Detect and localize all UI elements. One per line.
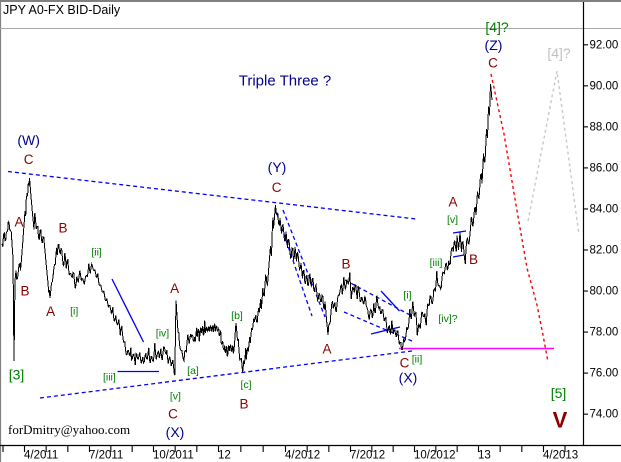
wave-label-a: A <box>322 342 331 357</box>
watermark-email: forDmitry@yahoo.com <box>8 422 131 437</box>
wave-label-i: [i] <box>70 306 78 318</box>
wave-label-a: A <box>448 195 457 210</box>
y-axis-label: 88.00 <box>590 121 619 133</box>
x-axis-label: 4/2013 <box>543 450 578 462</box>
flag-top-line <box>452 230 467 234</box>
wave-label-b: B <box>20 284 29 299</box>
y-channel-left-line <box>276 213 313 317</box>
wedge-line-1-line <box>111 278 145 343</box>
wave-label-y: (Y) <box>268 159 287 175</box>
wave-label-b: [b] <box>231 310 243 322</box>
wave-label-b: B <box>58 221 67 236</box>
x-axis-label: 10/2011 <box>153 450 194 462</box>
wave-label-v: V <box>553 408 568 433</box>
wave-label-c: C <box>488 56 498 71</box>
y-axis-label: 86.00 <box>590 162 619 174</box>
x-axis-label: 7/2011 <box>89 450 123 462</box>
wave-label-a: [a] <box>187 365 199 377</box>
wave-label-i: [i] <box>403 290 411 302</box>
wave-label-ii: [ii] <box>412 354 423 366</box>
wave-label-x: (X) <box>166 424 185 440</box>
wave-label-z: (Z) <box>485 37 503 53</box>
y-axis-label: 92.00 <box>590 39 619 51</box>
wave-label-a: A <box>170 281 179 296</box>
wave-label-c: C <box>272 180 282 195</box>
y-axis-label: 74.00 <box>590 409 619 421</box>
y-axis-label: 80.00 <box>590 286 619 298</box>
y-axis-label: 82.00 <box>590 245 619 257</box>
wave-label-b: B <box>341 257 350 272</box>
wave-label-iii: [iii] <box>103 372 116 384</box>
wave-label-3: [3] <box>9 366 25 382</box>
wave-label-4: [4]? <box>485 19 509 35</box>
wave-label-w: (W) <box>17 132 40 148</box>
wave-label-4: [4]? <box>547 45 571 61</box>
x-axis-label: 12 <box>218 450 231 462</box>
x-axis-label: 13 <box>478 450 491 462</box>
forecast-alt-line <box>527 70 580 236</box>
y-axis-label: 90.00 <box>590 80 619 92</box>
small-line-2-line <box>370 326 401 335</box>
upper-trendline-line <box>7 170 417 220</box>
forecast-down-line <box>490 73 549 363</box>
wave-label-a: A <box>46 304 55 319</box>
wave-label-v: [v] <box>447 214 458 226</box>
wave-label-c: C <box>168 407 178 422</box>
annotation-headline: Triple Three ? <box>239 73 332 90</box>
wave-label-5: [5] <box>551 385 567 401</box>
wave-label-b: B <box>239 397 248 412</box>
flag-bottom-line <box>452 254 465 258</box>
wave-label-b: B <box>469 252 478 267</box>
chart-title: JPY A0-FX BID-Daily <box>3 3 121 17</box>
wave-label-c: C <box>400 356 410 371</box>
y-axis-label: 84.00 <box>590 203 619 215</box>
small-line-1-line <box>380 290 400 312</box>
y-axis-label: 76.00 <box>590 368 619 380</box>
wave-label-ii: [ii] <box>91 247 102 259</box>
wave-label-v: [v] <box>170 391 181 403</box>
wave-label-x: (X) <box>399 370 418 386</box>
wave-label-a: A <box>14 215 23 230</box>
y-channel-right-line <box>282 209 326 318</box>
wave-label-c: C <box>24 152 34 167</box>
wave-label-iv: [iv] <box>156 328 170 340</box>
bc-channel-lower-line <box>343 311 413 342</box>
x-axis-label: 7/2012 <box>350 450 385 462</box>
x-axis-label: 4/2012 <box>285 450 320 462</box>
y-axis-label: 78.00 <box>590 327 619 339</box>
x-axis-label: 4/2011 <box>24 450 58 462</box>
wave-label-iv: [iv]? <box>438 313 457 325</box>
price-series <box>1 83 493 376</box>
x-axis-label: 10/2012 <box>414 450 456 462</box>
wave-label-iii: [iii] <box>430 257 443 269</box>
lower-trendline-line <box>39 350 413 399</box>
wave-label-c: [c] <box>240 379 251 391</box>
